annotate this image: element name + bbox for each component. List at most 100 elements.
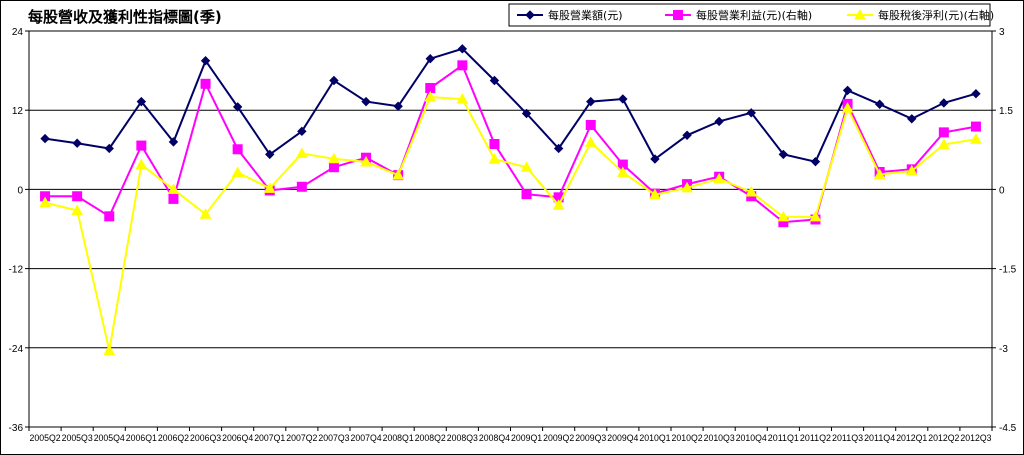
x-tick-label: 2009Q2 <box>543 433 574 444</box>
series-2-point <box>200 78 211 89</box>
series-2-point <box>585 119 596 130</box>
right-tick-label: -3 <box>999 344 1008 355</box>
series-1-point <box>40 133 50 144</box>
right-tick-label: 3 <box>999 27 1005 38</box>
right-tick-label: -1.5 <box>999 265 1017 276</box>
x-tick-label: 2011Q4 <box>864 433 895 444</box>
series-1-point <box>265 149 275 160</box>
series-3-point <box>456 93 469 104</box>
series-2-point <box>489 138 500 149</box>
x-tick-label: 2009Q3 <box>575 433 606 444</box>
series-2-point <box>328 162 339 173</box>
x-tick-label: 2011Q1 <box>768 433 799 444</box>
series-1-point <box>425 54 435 64</box>
x-tick-label: 2007Q2 <box>286 433 317 444</box>
series-3 <box>39 90 982 355</box>
series-1-point <box>136 96 147 107</box>
x-tick-label: 2011Q3 <box>832 433 863 444</box>
series-1 <box>40 44 981 167</box>
right-tick-label: 1.5 <box>999 106 1013 117</box>
x-tick-label: 2005Q4 <box>94 433 125 444</box>
series-1-point <box>810 156 821 167</box>
series-3-point <box>392 169 404 180</box>
series-1-point <box>329 75 339 86</box>
series-1-point <box>168 137 179 147</box>
series-3-point <box>938 138 950 150</box>
series-1-point <box>746 108 756 118</box>
series-1-point <box>842 85 853 96</box>
series-3-point <box>584 136 597 147</box>
legend-swatch-marker <box>673 10 683 20</box>
x-tick-label: 2012Q2 <box>928 433 959 444</box>
series-1-line <box>44 47 977 163</box>
series-3-point <box>167 183 180 194</box>
series-layer <box>39 44 982 355</box>
x-tick-label: 2009Q4 <box>607 433 638 444</box>
series-2-point <box>232 144 243 155</box>
left-tick-label: -24 <box>9 344 24 355</box>
series-3-point <box>713 172 725 184</box>
left-tick-label: 24 <box>12 27 24 38</box>
series-3-point <box>873 168 886 180</box>
x-tick-label: 2011Q2 <box>800 433 831 444</box>
left-tick-label: 0 <box>17 185 23 196</box>
series-3-point <box>777 210 790 222</box>
series-3-point <box>681 181 693 193</box>
series-3-point <box>296 147 308 158</box>
x-tick-label: 2008Q3 <box>447 433 478 444</box>
left-tick-label: -12 <box>9 265 24 276</box>
left-tick-label: -36 <box>9 423 24 434</box>
series-3-point <box>263 182 276 193</box>
legend-swatch-marker <box>854 8 866 20</box>
series-1-point <box>874 99 885 109</box>
x-tick-label: 2006Q4 <box>222 433 253 444</box>
series-1-point <box>907 114 917 124</box>
series-3-point <box>199 208 212 219</box>
series-2-point <box>104 211 115 222</box>
x-tick-label: 2012Q3 <box>960 433 991 444</box>
left-tick-label: 12 <box>12 106 24 117</box>
legend-swatch-marker <box>525 10 535 20</box>
legend: 每股營業額(元) 每股營業利益(元)(右軸) 每股稅後淨利(元)(右軸) <box>508 3 994 27</box>
x-tick-label: 2007Q1 <box>254 433 285 444</box>
series-1-point <box>200 55 211 66</box>
series-2-point <box>136 140 147 151</box>
x-tick-label: 2010Q2 <box>672 433 703 444</box>
series-3-point <box>552 199 565 210</box>
x-tick-label: 2008Q1 <box>383 433 414 444</box>
x-tick-label: 2007Q3 <box>318 433 349 444</box>
chart-title: 每股營收及獲利性指標圖(季) <box>28 8 222 26</box>
series-3-point <box>745 186 758 197</box>
x-tick-label: 2006Q2 <box>158 433 189 444</box>
series-2-point <box>72 191 83 202</box>
series-1-point <box>971 88 981 99</box>
series-1-point <box>682 130 692 140</box>
series-1-point <box>361 96 371 107</box>
series-2-point <box>168 193 179 204</box>
series-1-point <box>714 116 724 127</box>
series-2-point <box>938 127 949 138</box>
series-3-point <box>360 155 372 167</box>
series-3-point <box>488 153 501 164</box>
series-1-point <box>104 143 114 154</box>
series-3-point <box>649 188 661 200</box>
x-tick-label: 2008Q4 <box>479 433 510 444</box>
series-1-point <box>232 102 243 112</box>
right-tick-label: 0 <box>999 185 1005 196</box>
series-1-point <box>72 138 82 148</box>
x-tick-label: 2010Q3 <box>704 433 735 444</box>
series-2-point <box>296 181 307 192</box>
series-3-point <box>71 204 83 216</box>
series-1-point <box>618 94 628 104</box>
x-tick-label: 2009Q1 <box>511 433 542 444</box>
series-3-point <box>135 158 148 170</box>
series-1-point <box>457 44 468 54</box>
series-1-point <box>489 75 500 86</box>
x-tick-label: 2005Q3 <box>62 433 93 444</box>
series-1-point <box>393 101 403 111</box>
legend-entry-label: 每股營業額(元) <box>548 8 623 22</box>
